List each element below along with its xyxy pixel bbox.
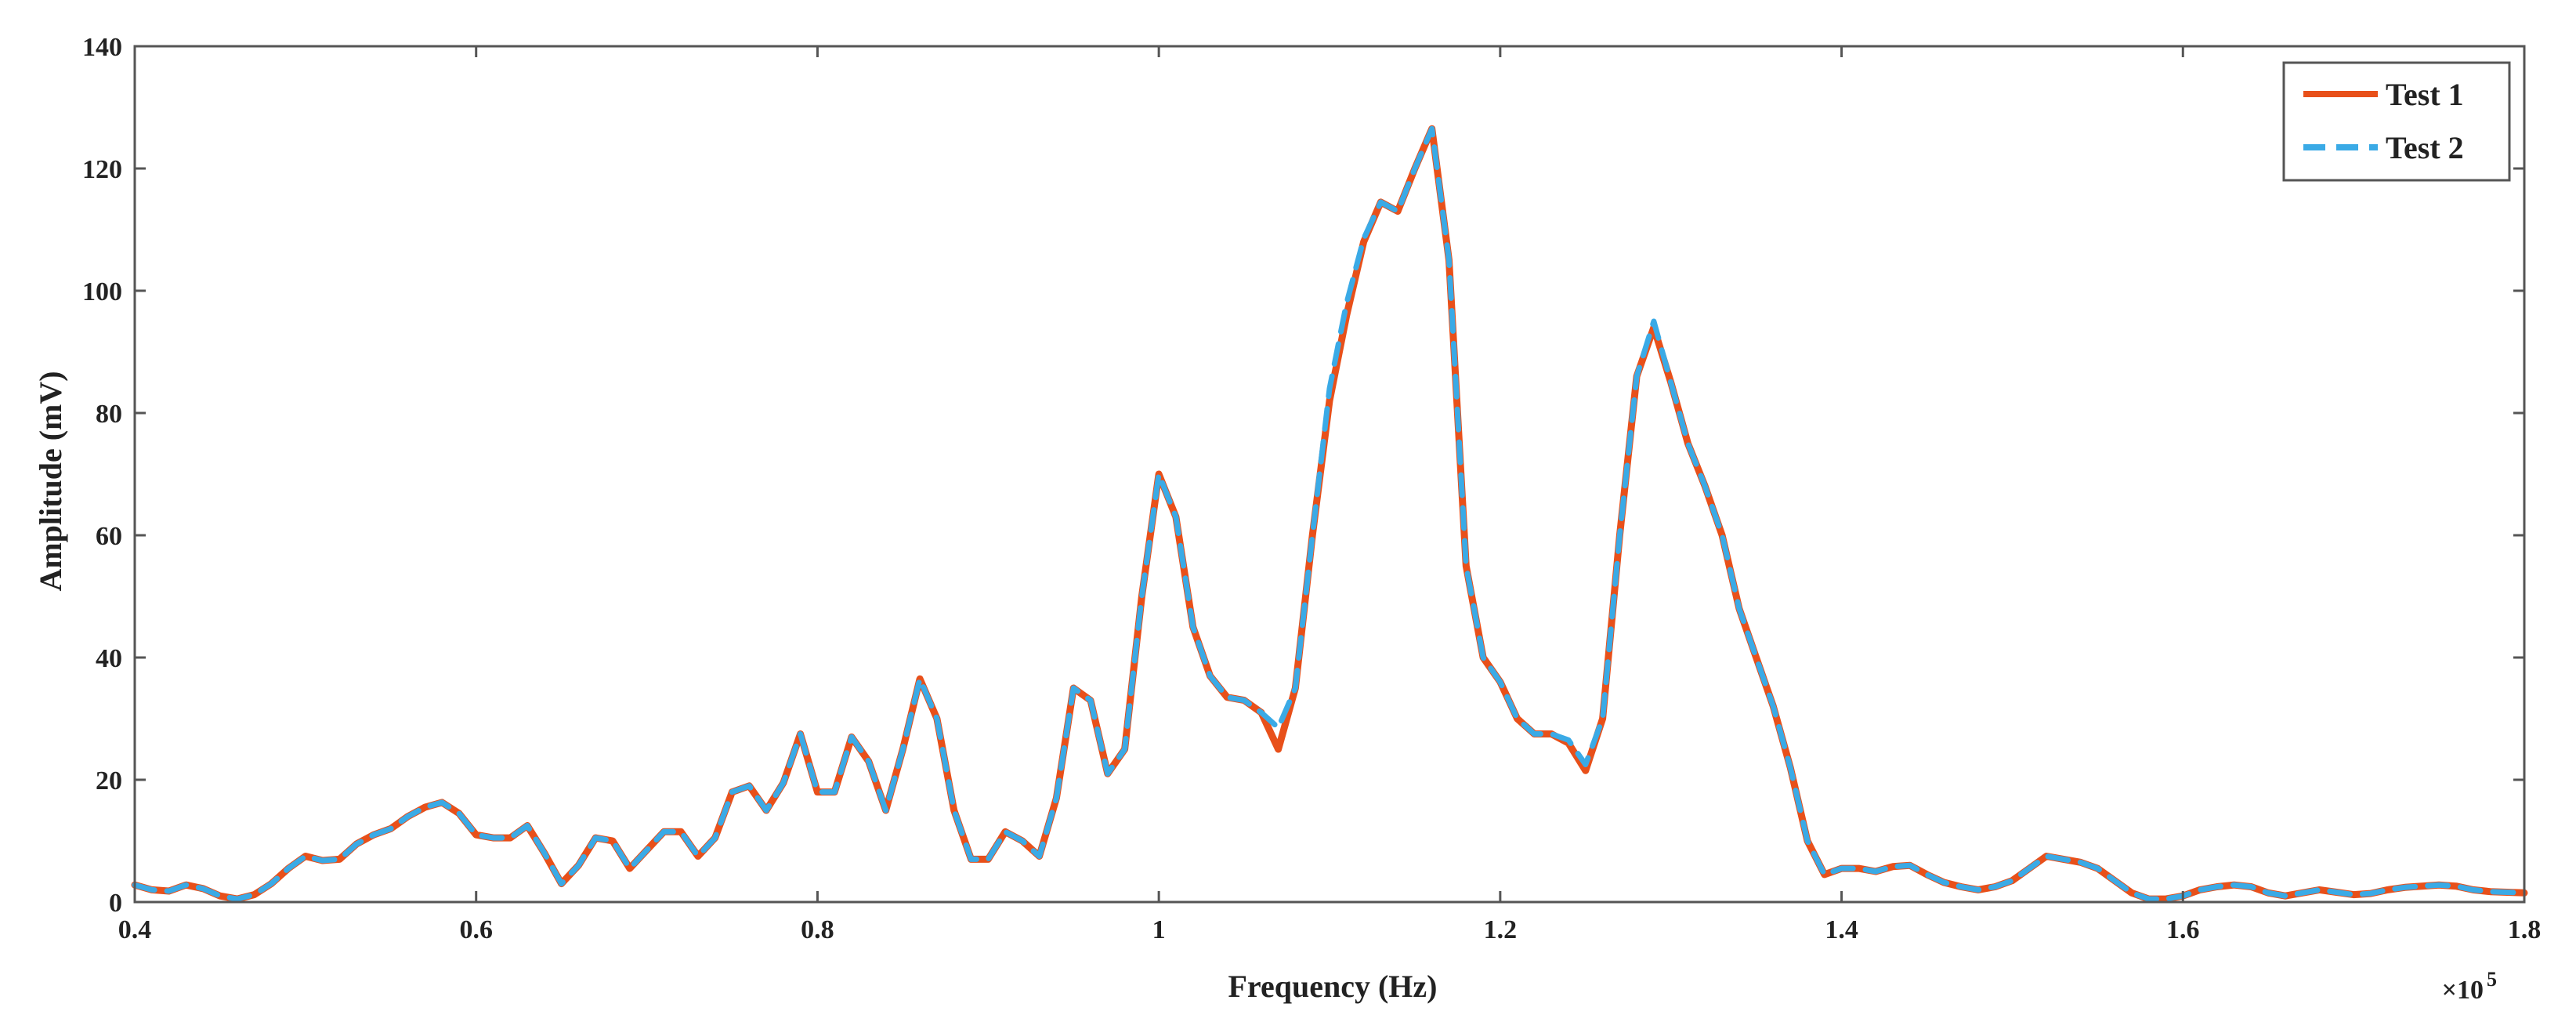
y-tick-label: 40 [96, 644, 122, 673]
y-tick-label: 100 [82, 277, 122, 306]
y-tick-label: 60 [96, 522, 122, 551]
axes-layer [133, 45, 2526, 904]
x-axis-label: Frequency (Hz) [1228, 969, 1438, 1004]
y-tick-label: 80 [96, 400, 122, 429]
plot-area [135, 46, 2524, 902]
x-tick-label: 1.4 [1825, 915, 1858, 944]
y-tick-label: 140 [82, 33, 122, 62]
y-tick-label: 20 [96, 766, 122, 795]
series-layer [131, 125, 2528, 903]
x-multiplier-base: ×10 [2442, 976, 2484, 1005]
x-tick-label: 1.2 [1484, 915, 1518, 944]
x-tick-label: 0.6 [459, 915, 493, 944]
legend: Test 1 Test 2 [2282, 61, 2511, 182]
y-tick-label: 120 [82, 155, 122, 184]
legend-label-test-2: Test 2 [2386, 130, 2464, 165]
x-multiplier: ×10 5 [2442, 968, 2497, 1005]
x-tick-label: 0.8 [801, 915, 834, 944]
y-axis-label: Amplitude (mV) [33, 371, 68, 591]
y-tick-label: 0 [109, 889, 122, 918]
legend-entry-test-2: Test 2 [2303, 130, 2464, 165]
x-tick-label: 1.6 [2166, 915, 2200, 944]
x-tick-label: 0.4 [118, 915, 152, 944]
series-line-test-2 [132, 125, 2527, 902]
plot-background [135, 46, 2524, 902]
legend-entry-test-1: Test 1 [2303, 77, 2464, 112]
legend-box [2282, 61, 2511, 182]
x-multiplier-exponent: 5 [2487, 968, 2497, 991]
legend-label-test-1: Test 1 [2386, 77, 2464, 112]
ticks-layer: 0.4 0.6 0.8 1 1.2 1.4 1.6 1.8 0 20 40 60 80 100 120 140 [82, 33, 2541, 944]
axes-box [133, 45, 2526, 904]
x-tick-label: 1.8 [2508, 915, 2542, 944]
x-tick-label: 1 [1152, 915, 1166, 944]
